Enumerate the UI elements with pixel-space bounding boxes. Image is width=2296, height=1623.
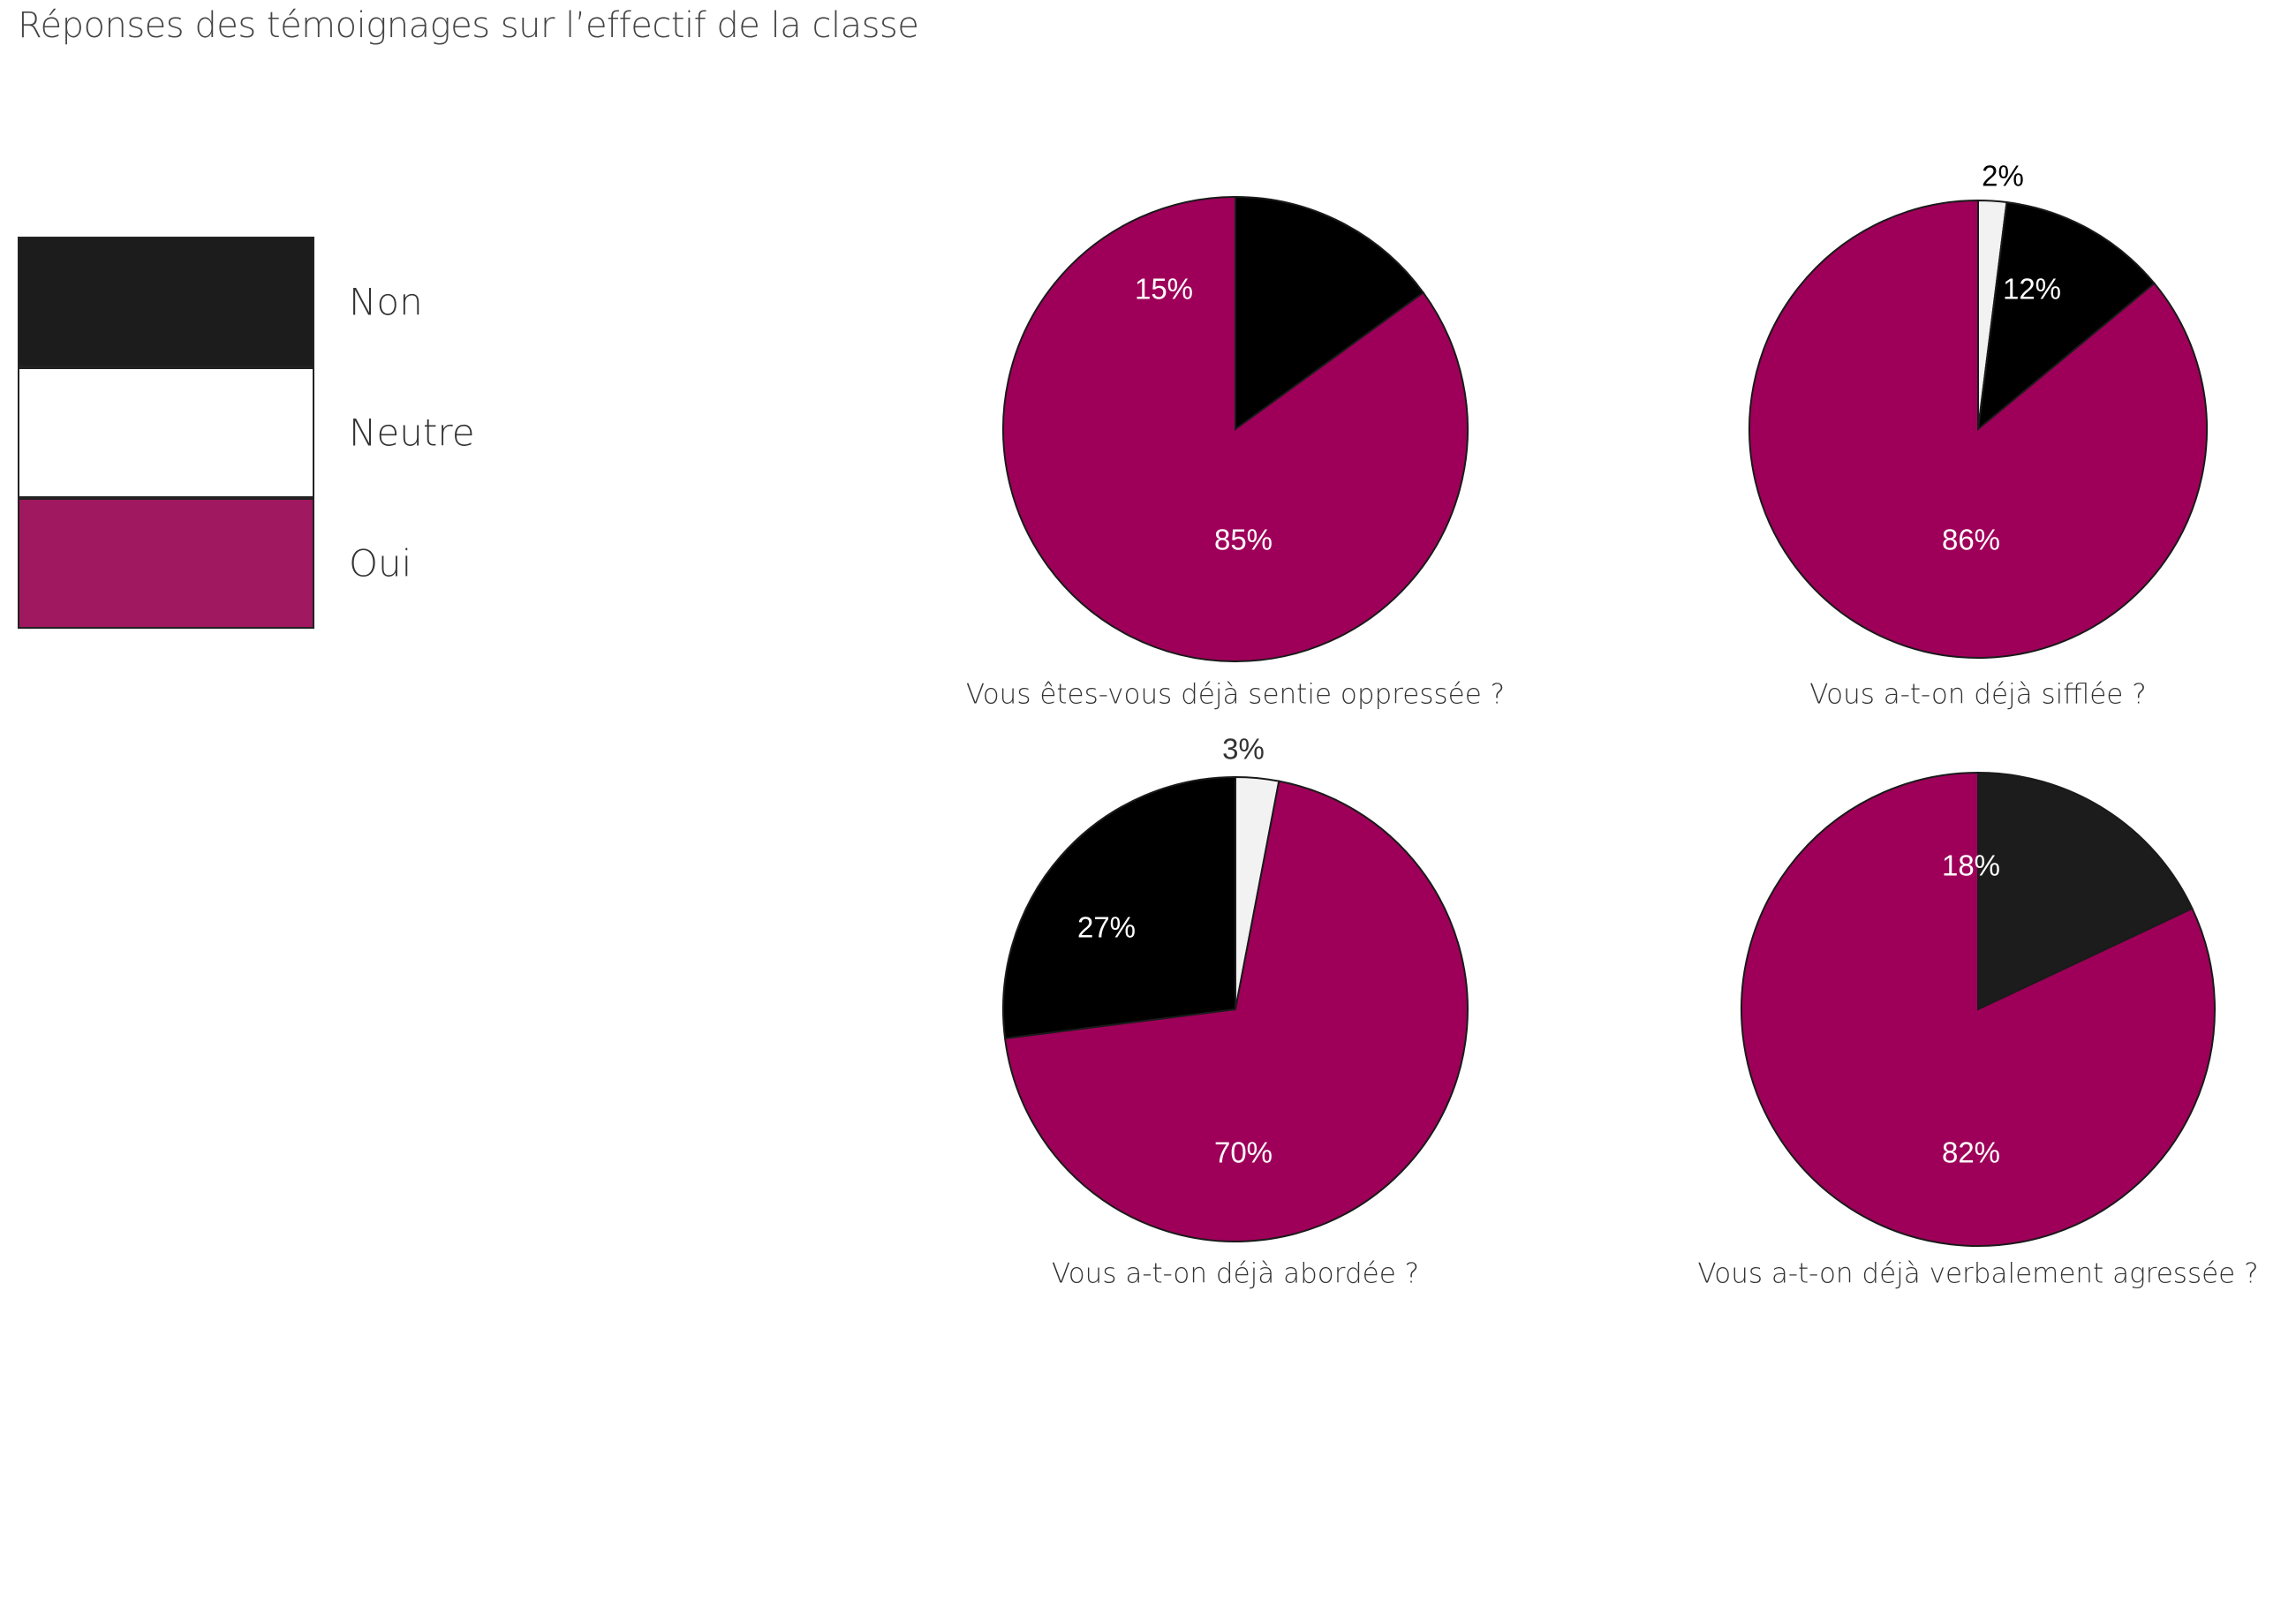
pie-slice-oui — [1003, 780, 1469, 1242]
slice-label-neutre: 2% — [1982, 160, 2024, 192]
legend-swatch-neutre — [18, 367, 314, 498]
pie-chart-4: 18% 82% Vous a-t-on déjà verbalement agres… — [1697, 771, 2259, 1290]
pie-slice-non — [1977, 771, 2194, 1011]
pie-slice-non — [1976, 200, 2156, 432]
legend-item-oui: Oui — [18, 498, 548, 629]
slice-label-oui: 85% — [1214, 524, 1273, 556]
slice-label-non: 12% — [2003, 273, 2061, 306]
pie-chart-3: 3% 70% 27% Vous a-t-on déjà abordée ? — [1002, 733, 1469, 1290]
legend-item-neutre: Neutre — [18, 367, 548, 498]
pie-chart-1: 15% 85% Vous êtes-vous déjà sentie oppress… — [966, 195, 1505, 711]
slice-label-oui: 82% — [1942, 1136, 2000, 1169]
pie-slice-oui — [1002, 195, 1469, 662]
legend-label-non: Non — [349, 280, 423, 324]
pie-caption: Vous êtes-vous déjà sentie oppressée ? — [966, 679, 1505, 711]
legend-label-oui: Oui — [349, 541, 412, 585]
slice-label-oui: 70% — [1214, 1136, 1273, 1169]
slice-label-non: 27% — [1077, 911, 1136, 944]
legend-item-non: Non — [18, 237, 548, 367]
legend-swatch-oui — [18, 498, 314, 629]
slice-label-oui: 86% — [1942, 524, 2000, 556]
pie-slice-oui — [1741, 771, 2216, 1247]
pie-caption: Vous a-t-on déjà verbalement agressée ? — [1697, 1258, 2258, 1290]
page-title: Réponses des témoignages sur l’effectif … — [18, 5, 919, 46]
pie-slice-non — [1002, 775, 1236, 1040]
pie-chart-2: 2% 12% 86% Vous a-t-on déjà sifflée ? — [1748, 160, 2208, 711]
legend: Non Neutre Oui — [18, 237, 548, 636]
pie-caption: Vous a-t-on déjà abordée ? — [1052, 1258, 1419, 1290]
legend-swatch-non — [18, 237, 314, 367]
slice-label-non: 15% — [1135, 273, 1193, 306]
pie-caption: Vous a-t-on déjà sifflée ? — [1809, 679, 2146, 711]
pie-slice-oui — [1748, 199, 2208, 659]
legend-label-neutre: Neutre — [349, 411, 475, 455]
pie-slice-non — [1235, 195, 1425, 431]
slice-label-non: 18% — [1942, 849, 2000, 882]
slice-label-neutre: 3% — [1222, 733, 1265, 766]
